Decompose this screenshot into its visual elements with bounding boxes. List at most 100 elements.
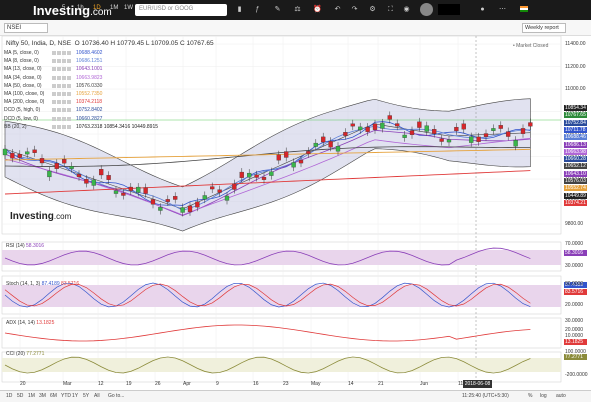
undo-icon[interactable]: ↶ (334, 6, 341, 13)
toggle-log[interactable]: log (540, 393, 547, 399)
price-level-tag: 10767.65 (564, 112, 587, 119)
user-avatar[interactable] (420, 3, 433, 16)
indicator-control-icon[interactable] (52, 75, 56, 80)
indicator-control-icon[interactable] (62, 92, 66, 97)
range-button[interactable]: 5D (17, 393, 24, 399)
indicator-control-icon[interactable] (67, 51, 71, 56)
indicator-control-icon[interactable] (57, 59, 61, 64)
candle-body (195, 201, 200, 208)
indicator-row[interactable]: MA (34, close, 0) 10663.9823 (4, 74, 158, 82)
range-button[interactable]: 5Y (83, 393, 90, 399)
candle-body (454, 126, 459, 132)
indicator-control-icon[interactable] (62, 116, 66, 121)
indicator-control-icon[interactable] (67, 124, 71, 129)
range-button[interactable]: 6M (50, 393, 57, 399)
indicator-control-icon[interactable] (52, 92, 56, 97)
indicator-row[interactable]: MA (100, close, 0) 10552.7350 (4, 90, 158, 98)
indicator-row[interactable]: MA (50, close, 0) 10576.0330 (4, 82, 158, 90)
template-select[interactable]: Weekly report (522, 23, 566, 33)
indicator-control-icon[interactable] (57, 100, 61, 105)
indicator-control-icon[interactable] (57, 75, 61, 80)
indicator-control-icon[interactable] (67, 67, 71, 72)
symbol-field[interactable]: NSEI (4, 23, 48, 33)
timeframe-1d[interactable]: 1D (93, 5, 101, 11)
indicator-row[interactable]: DCD (5, high, 0) 10752.8402 (4, 106, 158, 114)
timeframe-1h[interactable]: 1h (77, 5, 84, 11)
indicator-control-icon[interactable] (57, 116, 61, 121)
indicator-control-icon[interactable] (62, 67, 66, 72)
indicator-name: DCD (5, low, 0) (4, 115, 38, 122)
indicator-control-icon[interactable] (67, 116, 71, 121)
indicator-control-icon[interactable] (52, 83, 56, 88)
indicator-row[interactable]: MA (13, close, 0) 10643.1001 (4, 65, 158, 73)
x-axis-tick: 14 (348, 381, 354, 387)
indicator-control-icon[interactable] (67, 83, 71, 88)
indicator-control-icon[interactable] (52, 108, 56, 113)
indicator-control-icon[interactable] (57, 108, 61, 113)
chart-type-icon[interactable]: ▮ (237, 6, 242, 13)
indicator-row[interactable]: BB (20, 2) 10763.2318 10854.3416 10449.89… (4, 123, 158, 131)
indicator-control-icon[interactable] (67, 92, 71, 97)
range-button[interactable]: All (94, 393, 100, 399)
indicator-control-icon[interactable] (62, 75, 66, 80)
range-button[interactable]: 1Y (72, 393, 79, 399)
fullscreen-icon[interactable]: ⛶ (388, 6, 393, 13)
timeframe-1m[interactable]: 1M (110, 5, 119, 11)
toggle-auto[interactable]: auto (556, 393, 566, 399)
indicator-row[interactable]: MA (8, close, 0) 10686.1251 (4, 57, 158, 65)
candle-body (173, 196, 178, 200)
menu-icon[interactable]: ⋯ (499, 6, 506, 13)
range-button[interactable]: 3M (39, 393, 46, 399)
indicator-row[interactable]: MA (200, close, 0) 10374.2118 (4, 98, 158, 106)
indicator-control-icon[interactable] (62, 51, 66, 56)
candle-body (47, 170, 52, 178)
indicator-row[interactable]: MA (5, close, 0) 10688.4602 (4, 49, 158, 57)
settings-icon[interactable]: ⚙ (369, 6, 376, 13)
indicator-control-icon[interactable] (57, 51, 61, 56)
indicator-control-icon[interactable] (52, 67, 56, 72)
chart-area[interactable] (0, 36, 591, 390)
camera-icon[interactable]: ◉ (403, 6, 410, 13)
range-button[interactable]: 1M (28, 393, 35, 399)
timeframe-1w[interactable]: 1W (124, 5, 133, 11)
stoch-d-value-tag: 83.5716 (564, 289, 587, 295)
candle-body (409, 130, 415, 135)
indicator-control-icon[interactable] (52, 51, 56, 56)
goto-button[interactable]: Go to... (108, 393, 125, 399)
indicator-control-icon[interactable] (57, 83, 61, 88)
indicator-control-icon[interactable] (62, 83, 66, 88)
indicator-row[interactable]: DCD (5, low, 0) 10660.2827 (4, 115, 158, 123)
indicator-control-icon[interactable] (52, 124, 56, 129)
indicator-control-icon[interactable] (52, 59, 56, 64)
indicator-control-icon[interactable] (67, 100, 71, 105)
toggle-percent[interactable]: % (528, 393, 533, 399)
notification-icon[interactable]: ● (480, 6, 485, 13)
range-button[interactable]: 1D (6, 393, 13, 399)
indicator-control-icon[interactable] (52, 116, 56, 121)
indicators-icon[interactable]: ƒ (255, 6, 260, 13)
range-button[interactable]: YTD (61, 393, 71, 399)
timeframe-5min[interactable]: 5 (62, 5, 66, 11)
redo-icon[interactable]: ↷ (351, 6, 358, 13)
symbol-search-input[interactable]: EUR/USD or GOOG (135, 4, 227, 16)
candle-body (10, 152, 15, 159)
indicator-control-icon[interactable] (62, 100, 66, 105)
indicator-control-icon[interactable] (67, 59, 71, 64)
indicator-control-icon[interactable] (57, 92, 61, 97)
user-name-box[interactable] (438, 4, 460, 15)
india-flag-icon[interactable] (520, 6, 528, 12)
alert-icon[interactable]: ⏰ (313, 6, 322, 13)
candle-body (313, 142, 318, 147)
indicator-control-icon[interactable] (52, 100, 56, 105)
indicator-control-icon[interactable] (67, 75, 71, 80)
price-level-tag: 10660.28 (564, 156, 587, 163)
templates-icon[interactable]: ⚖ (294, 6, 301, 13)
indicator-control-icon[interactable] (62, 108, 66, 113)
indicator-control-icon[interactable] (67, 108, 71, 113)
investing-logo[interactable]: Investing.com (33, 3, 112, 18)
indicator-control-icon[interactable] (62, 124, 66, 129)
indicator-control-icon[interactable] (57, 67, 61, 72)
compare-icon[interactable]: ✎ (274, 6, 281, 13)
indicator-control-icon[interactable] (62, 59, 66, 64)
indicator-control-icon[interactable] (57, 124, 61, 129)
